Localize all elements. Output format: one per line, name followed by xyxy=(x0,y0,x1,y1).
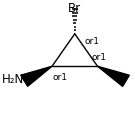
Text: H₂N: H₂N xyxy=(2,72,24,85)
Text: or1: or1 xyxy=(53,72,68,81)
Polygon shape xyxy=(21,67,52,87)
Text: or1: or1 xyxy=(92,53,107,62)
Polygon shape xyxy=(98,67,129,87)
Text: or1: or1 xyxy=(84,36,99,45)
Text: Br: Br xyxy=(68,2,81,15)
